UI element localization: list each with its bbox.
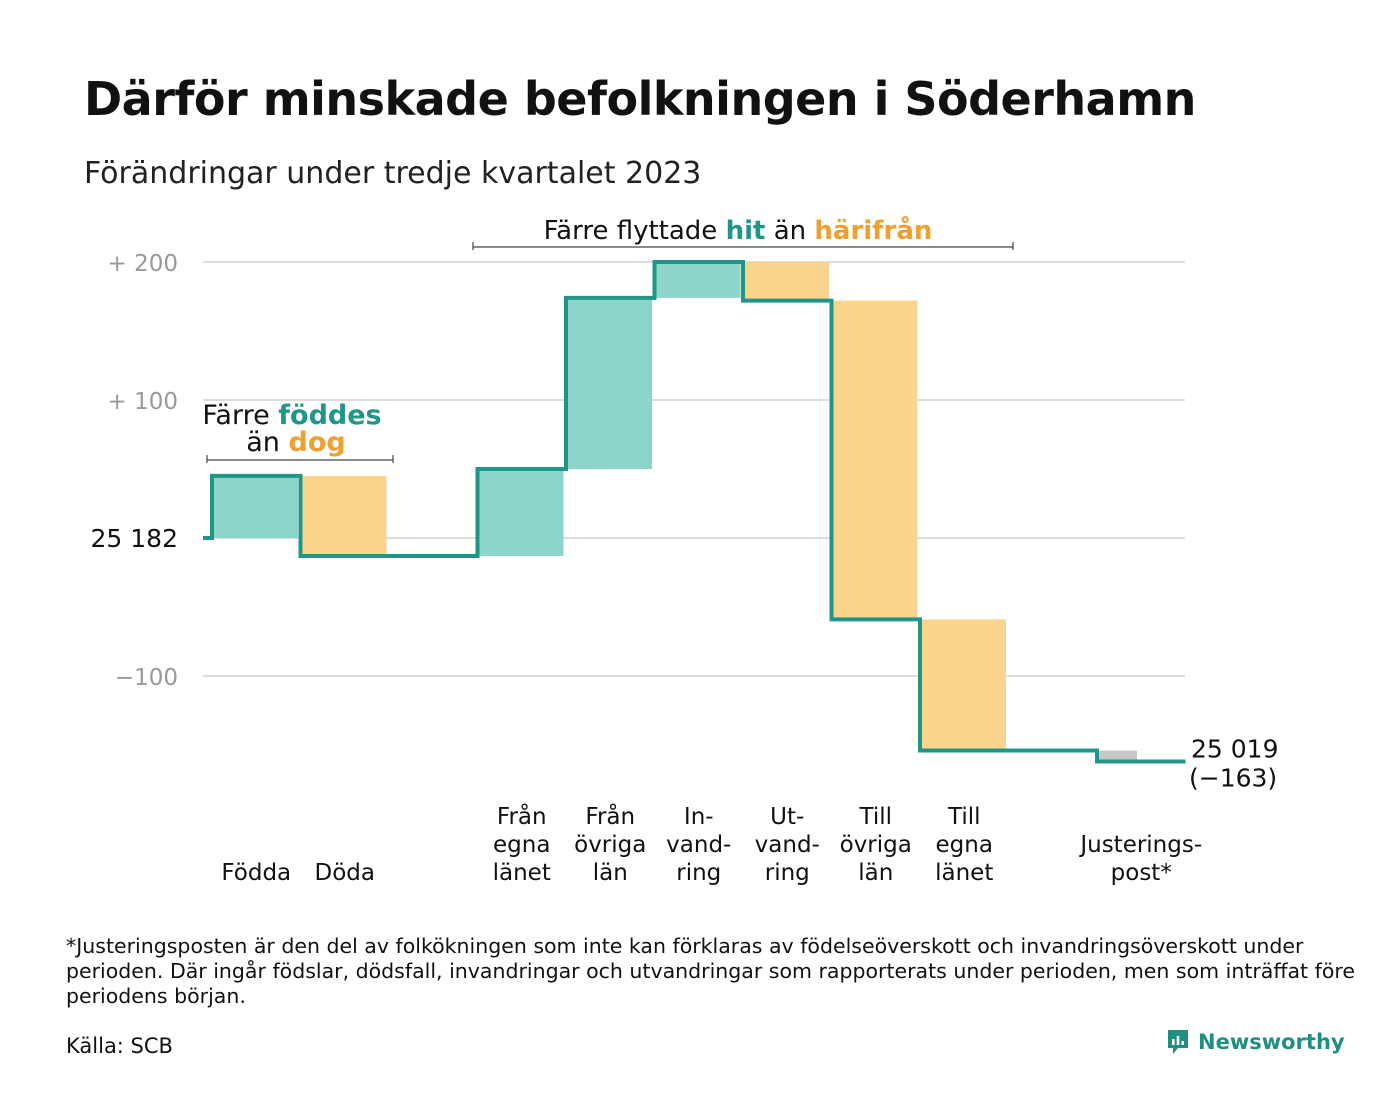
category-label: vand- bbox=[755, 832, 820, 858]
y-tick-label: + 100 bbox=[108, 389, 178, 415]
y-tick-label: + 200 bbox=[108, 251, 178, 277]
end-value-label: 25 019 bbox=[1191, 735, 1278, 764]
category-label: ring bbox=[765, 860, 810, 886]
source-label: Källa: SCB bbox=[66, 1034, 173, 1058]
category-label: Ut- bbox=[770, 804, 804, 830]
bar-1 bbox=[300, 475, 387, 556]
births-annotation-line1: Färre föddes bbox=[202, 400, 381, 431]
category-label: Från bbox=[497, 802, 547, 830]
category-label: Till bbox=[947, 804, 981, 830]
category-label: post* bbox=[1111, 860, 1172, 886]
end-change-label: (−163) bbox=[1189, 764, 1277, 793]
category-label: län bbox=[858, 860, 893, 886]
category-label: Från bbox=[585, 802, 635, 830]
category-label: egna bbox=[493, 832, 550, 858]
category-label: vand- bbox=[666, 832, 731, 858]
category-label: övriga bbox=[574, 832, 646, 858]
newsworthy-logo-icon bbox=[1168, 1030, 1188, 1054]
category-label: länet bbox=[935, 860, 993, 886]
category-label: In- bbox=[684, 804, 714, 830]
category-label: Födda bbox=[221, 860, 291, 886]
bar-4 bbox=[566, 297, 652, 469]
cumulative-step-line bbox=[203, 260, 1186, 764]
category-label: län bbox=[593, 860, 628, 886]
start-value-label: 25 182 bbox=[91, 524, 178, 553]
chart-title: Därför minskade befolkningen i Söderhamn bbox=[84, 72, 1196, 126]
newsworthy-logo: Newsworthy bbox=[1166, 1028, 1345, 1056]
births-annotation-line2: än dog bbox=[246, 427, 345, 458]
category-label: länet bbox=[493, 860, 551, 886]
waterfall-chart: Färre föddes än dog Färre flyttade hit ä… bbox=[91, 214, 1279, 886]
category-label: Döda bbox=[315, 860, 375, 886]
bar-3 bbox=[477, 469, 564, 556]
moves-annotation: Färre flyttade hit än härifrån bbox=[544, 214, 933, 246]
bar-5 bbox=[654, 262, 741, 298]
chart-subtitle: Förändringar under tredje kvartalet 2023 bbox=[84, 156, 702, 191]
category-label: ring bbox=[676, 860, 721, 886]
y-tick-label: −100 bbox=[115, 665, 178, 691]
bar-6 bbox=[743, 262, 829, 301]
bar-7 bbox=[831, 300, 918, 620]
bar-8 bbox=[920, 619, 1006, 751]
category-label: Justerings- bbox=[1078, 832, 1202, 858]
category-label: Till bbox=[858, 804, 892, 830]
bar-0 bbox=[212, 475, 298, 538]
category-label: egna bbox=[936, 832, 993, 858]
brand-name: Newsworthy bbox=[1198, 1030, 1345, 1054]
bar-10 bbox=[1097, 750, 1137, 762]
footnote: *Justeringsposten är den del av folkökni… bbox=[66, 934, 1355, 1008]
category-label: övriga bbox=[840, 832, 912, 858]
